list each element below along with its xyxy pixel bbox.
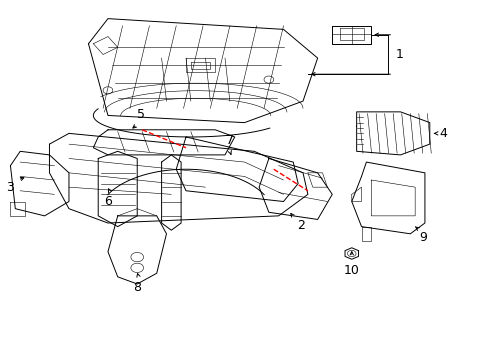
Text: 1: 1 xyxy=(395,48,403,61)
Text: 2: 2 xyxy=(297,219,305,232)
Text: 3: 3 xyxy=(6,181,14,194)
Text: 9: 9 xyxy=(418,231,426,244)
Text: 4: 4 xyxy=(439,127,447,140)
Text: 10: 10 xyxy=(343,264,359,277)
Text: 5: 5 xyxy=(136,108,144,121)
Text: 6: 6 xyxy=(104,195,112,208)
Text: 8: 8 xyxy=(133,282,141,294)
Text: 7: 7 xyxy=(225,134,233,147)
